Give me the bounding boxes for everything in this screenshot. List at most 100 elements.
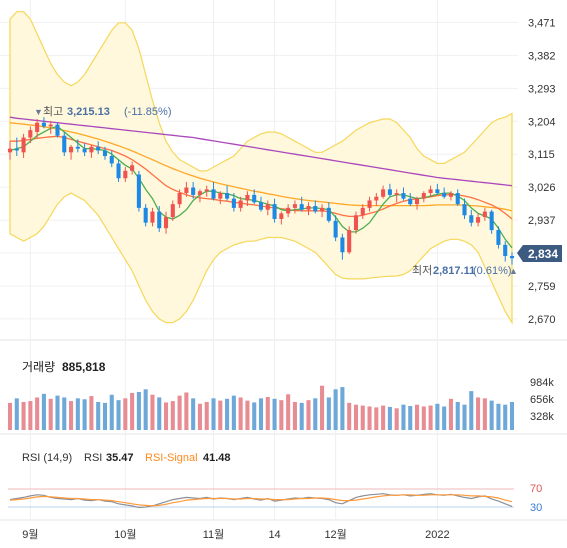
candle-body: [96, 146, 101, 151]
volume-title: 거래량: [22, 360, 55, 374]
candle: [279, 211, 284, 225]
candle: [245, 191, 250, 207]
volume-bar: [211, 398, 216, 430]
candle: [272, 198, 277, 223]
candle: [414, 196, 420, 210]
volume-bar: [448, 398, 453, 430]
volume-bar: [231, 395, 236, 430]
candle-body: [306, 206, 311, 210]
volume-bar: [170, 401, 175, 430]
candle: [218, 191, 223, 205]
candle: [435, 183, 440, 195]
candle: [333, 215, 338, 242]
candle: [320, 204, 325, 218]
candle: [28, 126, 33, 144]
volume-bar: [123, 398, 128, 430]
rsi-title: RSI (14,9): [22, 452, 72, 464]
volume-bar: [442, 406, 447, 430]
candle: [367, 196, 372, 212]
rsi-tick-30: 30: [530, 502, 542, 514]
candle: [143, 204, 148, 227]
current-price-badge: 2,834: [517, 245, 562, 262]
volume-bar: [435, 403, 440, 430]
time-tick: 14: [268, 529, 280, 541]
volume-bar: [35, 397, 40, 430]
candle-body: [496, 230, 501, 245]
rsi-value: 35.47: [106, 452, 134, 464]
volume-bar: [489, 400, 494, 430]
candle-body: [326, 207, 331, 221]
candle-body: [163, 217, 169, 229]
price-axis: 3,4713,3823,2933,2043,1153,0262,9372,848…: [528, 17, 556, 325]
candle-body: [509, 255, 515, 259]
volume-value: 885,818: [62, 360, 106, 374]
volume-bar: [306, 400, 311, 430]
volume-bar: [353, 404, 359, 430]
volume-bar: [238, 397, 243, 430]
candle: [69, 144, 74, 160]
price-tick: 2,670: [528, 314, 556, 326]
volume-bar: [394, 408, 399, 430]
candle-body: [374, 196, 379, 201]
candle-body: [231, 198, 236, 208]
candle-body: [143, 207, 148, 223]
volume-bar: [157, 397, 162, 430]
candle-body: [109, 156, 114, 164]
candle-body: [21, 137, 26, 153]
candle-body: [177, 193, 182, 205]
low-annotation: 최저 2,817.11 (0.61%) ▲: [412, 264, 518, 277]
candle-body: [469, 215, 474, 223]
candle-body: [211, 189, 216, 199]
candle-body: [340, 237, 345, 253]
volume-bar: [360, 405, 365, 430]
candle: [191, 181, 196, 199]
candles: [7, 117, 515, 265]
volume-axis: 984k 656k 328k: [530, 377, 554, 423]
volume-bar: [109, 394, 114, 430]
candle-body: [89, 146, 94, 153]
candle-body: [272, 204, 277, 219]
candle: [211, 181, 216, 201]
volume-bar: [150, 394, 155, 430]
candle-body: [238, 200, 243, 208]
candle-body: [170, 204, 175, 218]
price-tick: 3,471: [528, 17, 556, 29]
volume-bar: [496, 403, 501, 430]
candle-body: [69, 146, 74, 153]
candle: [258, 196, 264, 212]
candle-body: [245, 194, 250, 201]
volume-bar: [69, 401, 74, 430]
candle-body: [204, 189, 209, 192]
candle: [394, 189, 399, 203]
candle-body: [448, 193, 453, 197]
candle-body: [394, 193, 399, 195]
volume-bar: [41, 393, 46, 430]
candle: [496, 226, 501, 249]
candle: [353, 211, 359, 234]
volume-bar: [333, 389, 338, 430]
candle: [252, 189, 257, 205]
current-price-value: 2,834: [528, 247, 558, 261]
volume-bar: [21, 401, 26, 430]
volume-bar: [414, 404, 420, 430]
candle: [163, 211, 169, 234]
candle: [35, 119, 40, 138]
candle: [130, 161, 135, 175]
candle-body: [414, 198, 420, 205]
volume-bar: [367, 406, 372, 430]
candle: [313, 200, 318, 214]
volume-bar: [55, 395, 60, 430]
volume-bar: [428, 405, 433, 430]
candle-body: [347, 230, 352, 253]
price-tick: 3,204: [528, 116, 556, 128]
candle-body: [225, 193, 230, 199]
candle: [7, 141, 13, 160]
candle: [136, 170, 141, 212]
volume-bar: [62, 397, 67, 430]
volume-bar: [14, 398, 19, 430]
candle-body: [408, 198, 413, 205]
volume-bar: [347, 402, 352, 430]
candle-body: [48, 124, 53, 127]
